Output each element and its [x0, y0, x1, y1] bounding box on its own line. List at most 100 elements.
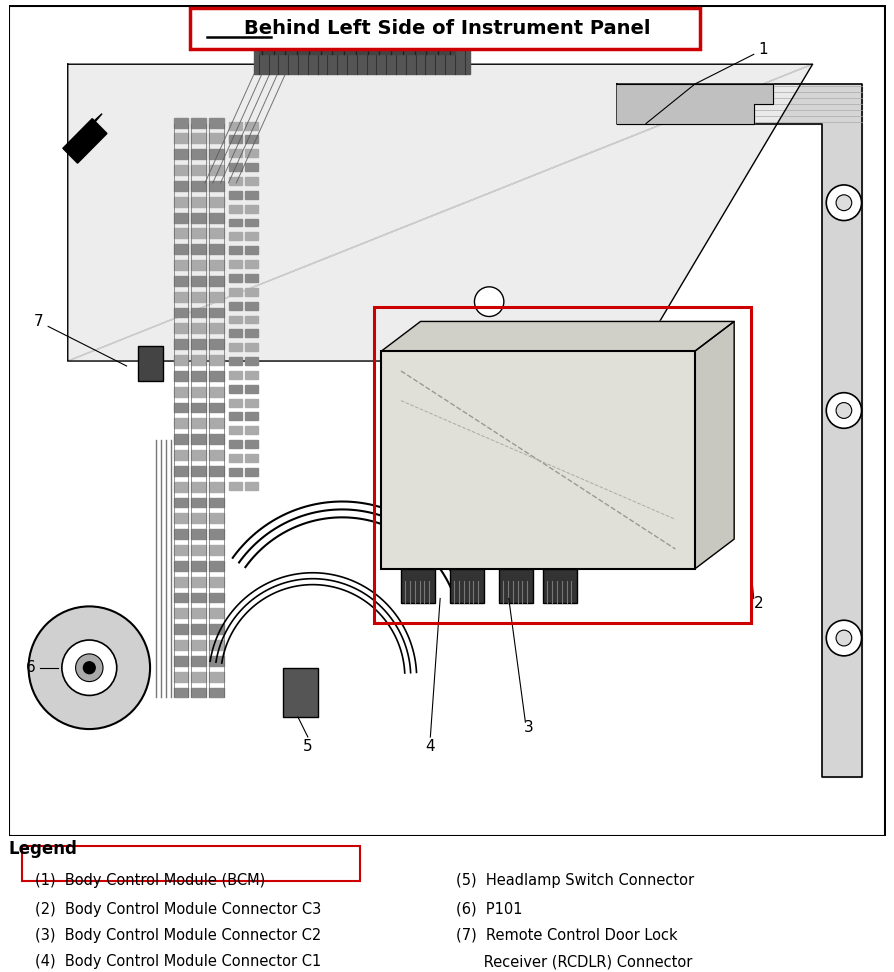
Bar: [229, 150, 242, 157]
Bar: [191, 498, 206, 507]
Bar: [208, 276, 224, 286]
Bar: [208, 687, 224, 698]
Bar: [191, 434, 206, 444]
Bar: [229, 482, 242, 490]
Bar: [191, 244, 206, 254]
Bar: [173, 482, 188, 492]
Bar: [173, 228, 188, 238]
Bar: [245, 288, 257, 295]
Bar: [229, 274, 242, 282]
Bar: [173, 640, 188, 650]
Text: 5: 5: [303, 740, 312, 754]
Bar: [283, 668, 317, 717]
Bar: [245, 482, 257, 490]
Bar: [208, 150, 224, 159]
Bar: [22, 847, 359, 881]
Bar: [245, 440, 257, 448]
Bar: [173, 656, 188, 666]
Bar: [190, 8, 699, 50]
Text: (2)  Body Control Module Connector C3: (2) Body Control Module Connector C3: [35, 902, 321, 917]
Bar: [191, 276, 206, 286]
Bar: [245, 301, 257, 309]
Bar: [173, 608, 188, 618]
Bar: [191, 196, 206, 207]
Bar: [208, 339, 224, 349]
Bar: [191, 324, 206, 333]
Bar: [229, 219, 242, 226]
Bar: [173, 150, 188, 159]
Bar: [208, 624, 224, 634]
Bar: [208, 213, 224, 223]
Bar: [191, 529, 206, 539]
Bar: [208, 672, 224, 681]
Bar: [173, 339, 188, 349]
Bar: [245, 163, 257, 171]
Polygon shape: [616, 84, 861, 777]
Bar: [173, 545, 188, 555]
Bar: [229, 440, 242, 448]
Bar: [229, 260, 242, 268]
Bar: [245, 135, 257, 143]
Bar: [173, 355, 188, 364]
Bar: [208, 656, 224, 666]
Bar: [208, 561, 224, 571]
Bar: [245, 122, 257, 129]
Text: (5)  Headlamp Switch Connector: (5) Headlamp Switch Connector: [456, 873, 694, 887]
Text: 4: 4: [425, 740, 434, 754]
Bar: [208, 181, 224, 191]
Bar: [208, 387, 224, 397]
Bar: [208, 228, 224, 238]
Bar: [173, 561, 188, 571]
Bar: [208, 260, 224, 270]
Bar: [191, 608, 206, 618]
Bar: [229, 301, 242, 309]
Bar: [173, 196, 188, 207]
Bar: [229, 191, 242, 199]
Polygon shape: [70, 114, 102, 143]
Bar: [254, 15, 469, 74]
Bar: [191, 181, 206, 191]
Circle shape: [83, 662, 95, 674]
Bar: [245, 454, 257, 462]
Bar: [381, 351, 694, 569]
Bar: [173, 133, 188, 143]
Bar: [229, 177, 242, 185]
Bar: [245, 468, 257, 475]
Bar: [208, 640, 224, 650]
Bar: [191, 466, 206, 475]
Bar: [245, 399, 257, 406]
Circle shape: [825, 620, 861, 656]
Bar: [173, 576, 188, 586]
Bar: [208, 593, 224, 603]
Bar: [229, 163, 242, 171]
Bar: [245, 330, 257, 337]
Bar: [229, 399, 242, 406]
Bar: [173, 181, 188, 191]
Bar: [191, 165, 206, 175]
Bar: [543, 569, 577, 604]
Bar: [229, 232, 242, 240]
Bar: [191, 513, 206, 523]
Text: Receiver (RCDLR) Connector: Receiver (RCDLR) Connector: [456, 955, 692, 969]
Bar: [208, 165, 224, 175]
Bar: [229, 427, 242, 434]
Bar: [191, 213, 206, 223]
Bar: [173, 371, 188, 381]
Bar: [139, 346, 163, 381]
Bar: [229, 135, 242, 143]
Bar: [173, 513, 188, 523]
Bar: [245, 274, 257, 282]
Circle shape: [474, 287, 503, 317]
Bar: [173, 292, 188, 301]
Bar: [245, 385, 257, 393]
Circle shape: [62, 640, 116, 695]
Bar: [245, 316, 257, 324]
Bar: [208, 244, 224, 254]
Bar: [191, 576, 206, 586]
Bar: [208, 133, 224, 143]
Circle shape: [835, 630, 851, 646]
Bar: [245, 191, 257, 199]
Bar: [191, 355, 206, 364]
Bar: [173, 118, 188, 127]
Bar: [245, 150, 257, 157]
